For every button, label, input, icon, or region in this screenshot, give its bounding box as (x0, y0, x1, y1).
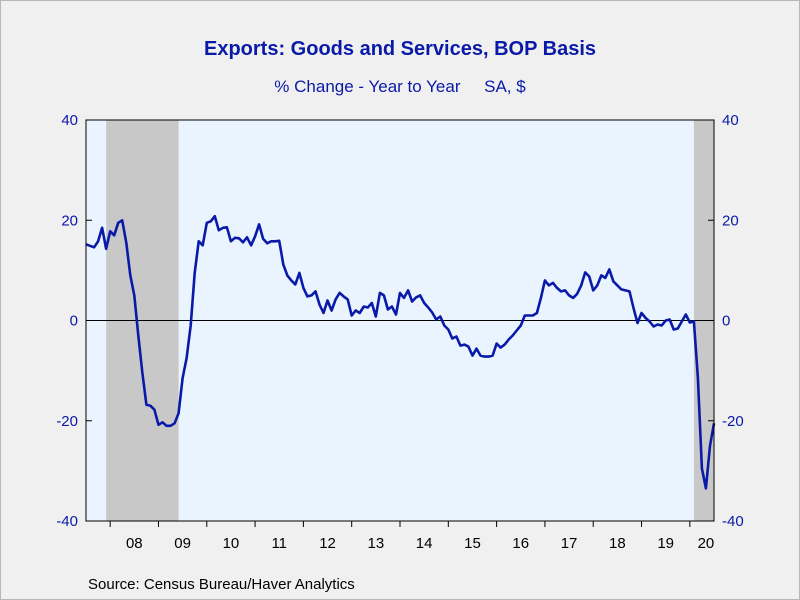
y-tick-label-right: -20 (722, 413, 744, 430)
chart-title: Exports: Goods and Services, BOP Basis (204, 38, 596, 60)
axis-labels: 40 40 20 20 0 0 -20 -20 -40 -40 08 09 10 11 12 13 14 15 16… (56, 112, 743, 552)
y-tick-label-left: 0 (70, 313, 78, 330)
x-tick-label: 13 (368, 535, 385, 552)
y-tick-label-right: 40 (722, 112, 739, 129)
x-tick-label: 10 (223, 535, 240, 552)
x-tick-label: 11 (271, 535, 287, 552)
y-tick-label-left: -40 (56, 513, 78, 530)
y-tick-label-left: 40 (61, 112, 78, 129)
y-tick-label-right: 20 (722, 212, 739, 229)
y-tick-label-right: -40 (722, 513, 744, 530)
x-tick-label: 20 (698, 535, 715, 552)
y-tick-label-left: 20 (61, 212, 78, 229)
x-tick-label: 09 (174, 535, 191, 552)
x-tick-label: 17 (561, 535, 578, 552)
x-tick-label: 18 (609, 535, 626, 552)
x-tick-label: 08 (126, 535, 143, 552)
plot-border (85, 119, 715, 522)
x-tick-label: 14 (416, 535, 433, 552)
series-line-exports (85, 214, 716, 490)
y-tick-label-left: -20 (56, 413, 78, 430)
chart-subtitle: % Change - Year to Year SA, $ (274, 77, 526, 96)
x-tick-label: 19 (657, 535, 674, 552)
x-tick-label: 16 (512, 535, 529, 552)
y-tick-label-right: 0 (722, 313, 730, 330)
source-note: Source: Census Bureau/Haver Analytics (88, 576, 355, 593)
x-tick-label: 12 (319, 535, 336, 552)
x-tick-label: 15 (464, 535, 481, 552)
